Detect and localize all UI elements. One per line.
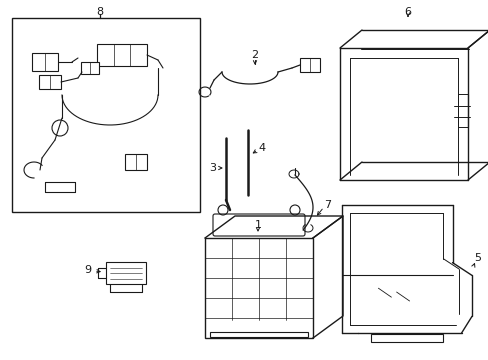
Bar bbox=[204, 238, 312, 338]
Bar bbox=[12, 18, 200, 212]
Bar bbox=[81, 62, 99, 74]
Text: 9: 9 bbox=[84, 265, 91, 275]
Text: 6: 6 bbox=[404, 7, 411, 17]
FancyBboxPatch shape bbox=[213, 214, 305, 236]
Bar bbox=[39, 75, 61, 89]
Text: 1: 1 bbox=[254, 220, 261, 230]
Text: 8: 8 bbox=[96, 7, 103, 17]
Bar bbox=[299, 58, 319, 72]
Text: 7: 7 bbox=[324, 200, 331, 210]
Bar bbox=[209, 332, 307, 337]
Bar bbox=[125, 154, 147, 170]
Bar bbox=[32, 53, 58, 71]
Bar bbox=[370, 334, 443, 342]
Text: 4: 4 bbox=[258, 143, 265, 153]
Text: 3: 3 bbox=[209, 163, 216, 173]
Text: 5: 5 bbox=[473, 253, 481, 263]
Text: 2: 2 bbox=[251, 50, 258, 60]
Bar bbox=[97, 44, 147, 66]
Bar bbox=[106, 262, 146, 284]
